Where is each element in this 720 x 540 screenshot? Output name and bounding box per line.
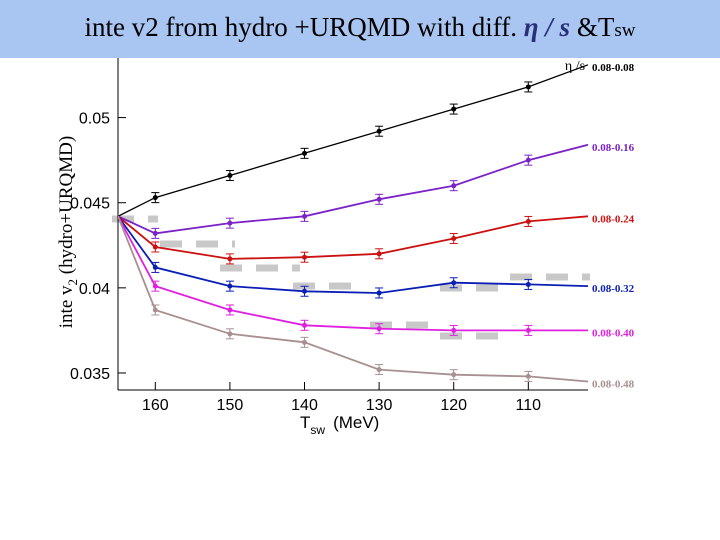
x-tick-label: 150 bbox=[217, 397, 244, 414]
x-ticks: 160 150 140 130 120 110 bbox=[142, 382, 541, 414]
x-tick-label: 130 bbox=[366, 397, 393, 414]
data-point bbox=[302, 339, 308, 345]
legend-label: 0.08-0.48 bbox=[592, 378, 635, 390]
x-tick-label: 160 bbox=[142, 397, 169, 414]
legend-label: 0.08-0.24 bbox=[592, 213, 635, 225]
data-point bbox=[451, 372, 457, 378]
data-point bbox=[525, 373, 531, 379]
series-0.08-0.24 bbox=[118, 215, 588, 265]
title-prefix: inte v2 from hydro +URQMD with diff. bbox=[84, 12, 517, 42]
series-line bbox=[118, 215, 588, 260]
axes bbox=[117, 58, 588, 391]
data-point bbox=[152, 307, 158, 313]
data-point bbox=[376, 326, 382, 332]
series-line bbox=[118, 215, 588, 332]
data-point bbox=[302, 288, 308, 294]
series-0.08-0.16 bbox=[118, 143, 588, 239]
data-point bbox=[525, 218, 531, 224]
data-point bbox=[451, 280, 457, 286]
title-sw: sw bbox=[614, 20, 636, 41]
data-point bbox=[451, 327, 457, 333]
legend-label: 0.08-0.40 bbox=[592, 327, 635, 339]
data-point bbox=[376, 290, 382, 296]
data-point bbox=[302, 213, 308, 219]
data-point bbox=[302, 254, 308, 260]
y-tick-label: 0.05 bbox=[79, 111, 110, 128]
title-t: T bbox=[597, 12, 615, 42]
data-point bbox=[376, 367, 382, 373]
legend-title: η /s bbox=[565, 59, 585, 74]
data-point bbox=[152, 230, 158, 236]
x-tick-label: 140 bbox=[291, 397, 318, 414]
y-tick-label: 0.045 bbox=[70, 196, 110, 213]
x-tick-label: 110 bbox=[516, 397, 542, 414]
data-point bbox=[302, 150, 308, 156]
title-bar: inte v2 from hydro +URQMD with diff. η /… bbox=[0, 0, 720, 58]
legend-label: 0.08-0.16 bbox=[592, 142, 635, 154]
data-point bbox=[152, 195, 158, 201]
legend-label: 0.08-0.08 bbox=[592, 62, 635, 74]
x-axis-label: Tsw (MeV) bbox=[300, 413, 379, 437]
y-axis-label-post: (hydro+URQMD) bbox=[56, 136, 77, 279]
data-point bbox=[227, 331, 233, 337]
x-axis-label-main: T bbox=[300, 413, 310, 432]
x-tick-label: 120 bbox=[440, 397, 467, 414]
slide-title: inte v2 from hydro +URQMD with diff. η /… bbox=[0, 12, 720, 43]
y-axis-label-sub: 2 bbox=[65, 279, 80, 286]
y-ticks: 0.035 0.04 0.045 0.05 bbox=[70, 111, 126, 383]
legend: 0.08-0.08 0.08-0.16 0.08-0.24 0.08-0.32 0.08… bbox=[592, 62, 635, 391]
legend-label: 0.08-0.32 bbox=[592, 283, 635, 295]
data-point bbox=[451, 183, 457, 189]
title-eta-over-s: η / s bbox=[523, 12, 571, 42]
data-point bbox=[227, 256, 233, 262]
data-point bbox=[302, 322, 308, 328]
data-point bbox=[152, 264, 158, 270]
data-point bbox=[451, 235, 457, 241]
data-point bbox=[227, 283, 233, 289]
series-layer bbox=[118, 64, 588, 383]
data-point bbox=[376, 251, 382, 257]
data-point bbox=[451, 106, 457, 112]
series-line bbox=[118, 215, 588, 294]
y-axis-label: inte v2 (hydro+URQMD) bbox=[56, 136, 80, 328]
x-axis-label-unit: (MeV) bbox=[333, 413, 379, 432]
data-point bbox=[376, 128, 382, 134]
title-amp: & bbox=[570, 12, 598, 42]
series-0.08-0.08 bbox=[118, 64, 588, 217]
x-axis-label-sub: sw bbox=[310, 423, 325, 437]
data-point bbox=[525, 281, 531, 287]
y-tick-label: 0.04 bbox=[79, 281, 110, 298]
data-point bbox=[525, 84, 531, 90]
data-point bbox=[525, 327, 531, 333]
data-point bbox=[152, 283, 158, 289]
data-point bbox=[227, 172, 233, 178]
data-point bbox=[525, 157, 531, 163]
data-point bbox=[227, 307, 233, 313]
series-0.08-0.32 bbox=[118, 215, 588, 299]
series-0.08-0.40 bbox=[118, 215, 588, 336]
series-line bbox=[118, 215, 588, 383]
series-0.08-0.48 bbox=[118, 215, 588, 383]
data-point bbox=[376, 196, 382, 202]
data-point bbox=[227, 220, 233, 226]
series-line bbox=[118, 143, 588, 235]
y-axis-label-pre: inte v bbox=[56, 285, 77, 328]
y-tick-label: 0.035 bbox=[70, 366, 110, 383]
series-line bbox=[118, 64, 588, 217]
data-point bbox=[152, 244, 158, 250]
